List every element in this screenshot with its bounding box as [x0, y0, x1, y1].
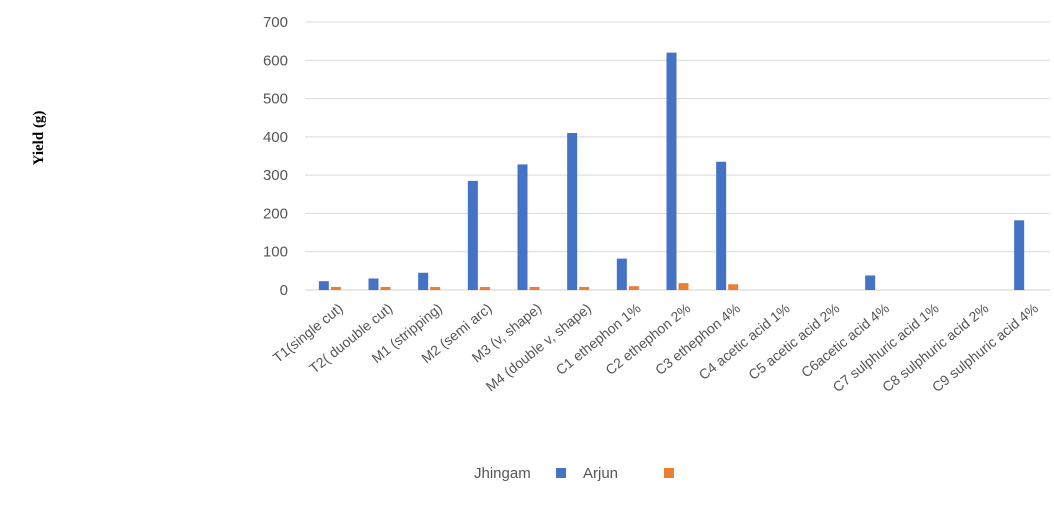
y-tick-label: 500: [263, 91, 288, 108]
y-axis-label: Yield (g): [31, 111, 47, 166]
bar-arjun-5: [529, 286, 540, 290]
bar-jhingam-9: [716, 161, 727, 290]
bar-arjun-6: [579, 286, 590, 290]
bar-arjun-7: [628, 286, 639, 290]
x-tick-label: C6acetic acid 4%: [798, 300, 892, 381]
bar-jhingam-5: [517, 164, 528, 290]
bar-arjun-3: [430, 286, 441, 290]
x-tick-label: C5 acetic acid 2%: [745, 300, 842, 383]
legend: Jhingam Arjun: [474, 465, 674, 482]
bar-jhingam-8: [666, 52, 677, 290]
bar-arjun-4: [479, 286, 490, 290]
bar-jhingam-7: [616, 258, 627, 290]
gridlines: [305, 21, 1050, 291]
y-tick-label: 0: [280, 282, 288, 299]
y-tick-label: 600: [263, 52, 288, 69]
bar-jhingam-15: [1014, 220, 1025, 290]
y-tick-labels: 0 100 200 300 400 500 600 700: [263, 14, 288, 299]
y-tick-label: 300: [263, 167, 288, 184]
bar-jhingam-12: [865, 275, 876, 290]
legend-label-jhingam: Jhingam: [474, 465, 531, 482]
bar-arjun-2: [380, 286, 391, 290]
y-tick-label: 200: [263, 205, 288, 222]
y-tick-label: 100: [263, 244, 288, 261]
y-tick-label: 400: [263, 129, 288, 146]
y-tick-label: 700: [263, 14, 288, 31]
legend-swatch-arjun: [664, 468, 674, 478]
bar-jhingam-6: [567, 133, 578, 290]
x-tick-label: T2( duouble cut): [306, 300, 395, 377]
bar-arjun-9: [728, 284, 739, 290]
x-tick-labels: T1(single cut)T2( duouble cut)M1 (stripp…: [270, 300, 1041, 395]
x-tick-label: C3 ethephon 4%: [652, 300, 743, 378]
legend-swatch-jhingam: [556, 468, 566, 478]
x-tick-label: C2 ethephon 2%: [602, 300, 693, 378]
bar-jhingam-4: [467, 180, 478, 290]
bar-jhingam-1: [318, 281, 329, 290]
bar-jhingam-3: [418, 272, 429, 290]
bar-arjun-1: [330, 286, 341, 290]
legend-label-arjun: Arjun: [583, 465, 618, 482]
bar-jhingam-2: [368, 278, 379, 290]
bars: [318, 52, 1025, 290]
x-tick-label: C1 ethephon 1%: [553, 300, 644, 378]
bar-arjun-8: [678, 283, 689, 290]
